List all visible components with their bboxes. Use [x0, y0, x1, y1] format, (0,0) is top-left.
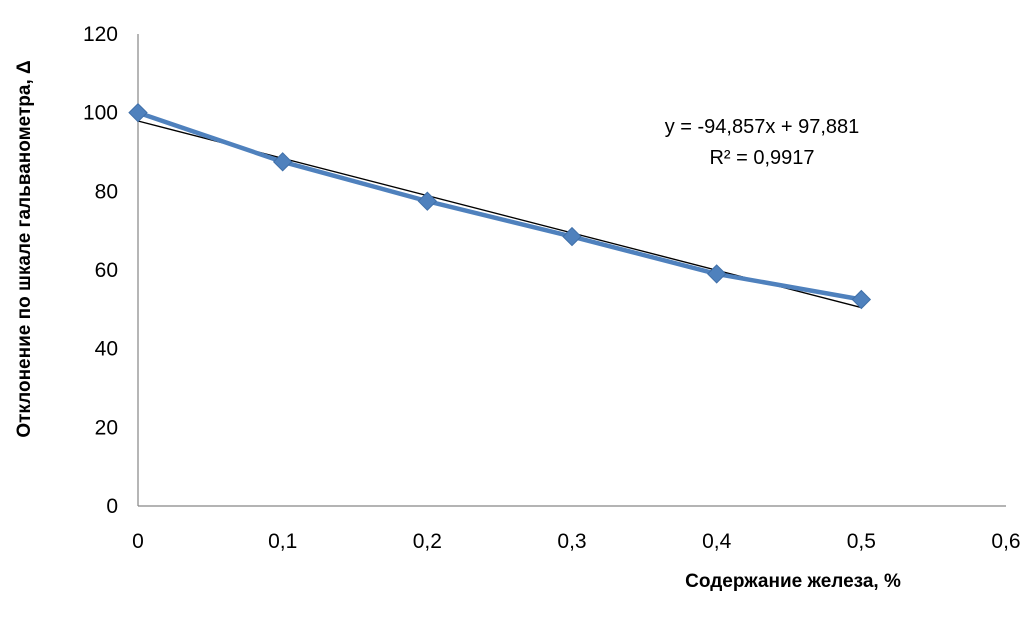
data-point: [128, 102, 148, 123]
x-tick-label: 0,5: [847, 530, 876, 553]
trendline-r-squared: R² = 0,9917: [709, 147, 814, 169]
y-tick-label: 20: [95, 416, 118, 439]
x-axis-title: Содержание железа, %: [685, 571, 901, 592]
x-tick-label: 0,4: [702, 530, 732, 553]
y-tick-label: 60: [95, 259, 118, 282]
x-tick-label: 0,2: [413, 530, 442, 553]
x-tick-labels: 0 0,1 0,2 0,3 0,4 0,5 0,6: [132, 530, 1020, 553]
y-tick-label: 100: [83, 102, 118, 125]
data-point: [706, 264, 727, 284]
data-series: [128, 102, 872, 310]
x-tick-label: 0,3: [557, 530, 586, 553]
y-axis-title: Отклонение по шкале гальванометра, Δ: [14, 60, 35, 437]
y-tick-label: 80: [95, 180, 118, 203]
y-tick-label: 120: [83, 23, 118, 46]
series-line: [137, 110, 862, 302]
x-tick-label: 0,1: [268, 530, 297, 553]
trendline-equation: y = -94,857x + 97,881: [665, 116, 860, 138]
y-tick-labels: 0 20 40 60 80 100 120: [83, 23, 118, 518]
data-point: [562, 226, 582, 247]
data-point: [851, 289, 872, 310]
x-tick-label: 0,6: [991, 530, 1020, 553]
x-tick-label: 0: [132, 530, 144, 553]
y-tick-label: 40: [95, 338, 118, 361]
y-tick-label: 0: [106, 495, 118, 518]
data-point: [272, 152, 293, 172]
data-point: [417, 191, 438, 211]
